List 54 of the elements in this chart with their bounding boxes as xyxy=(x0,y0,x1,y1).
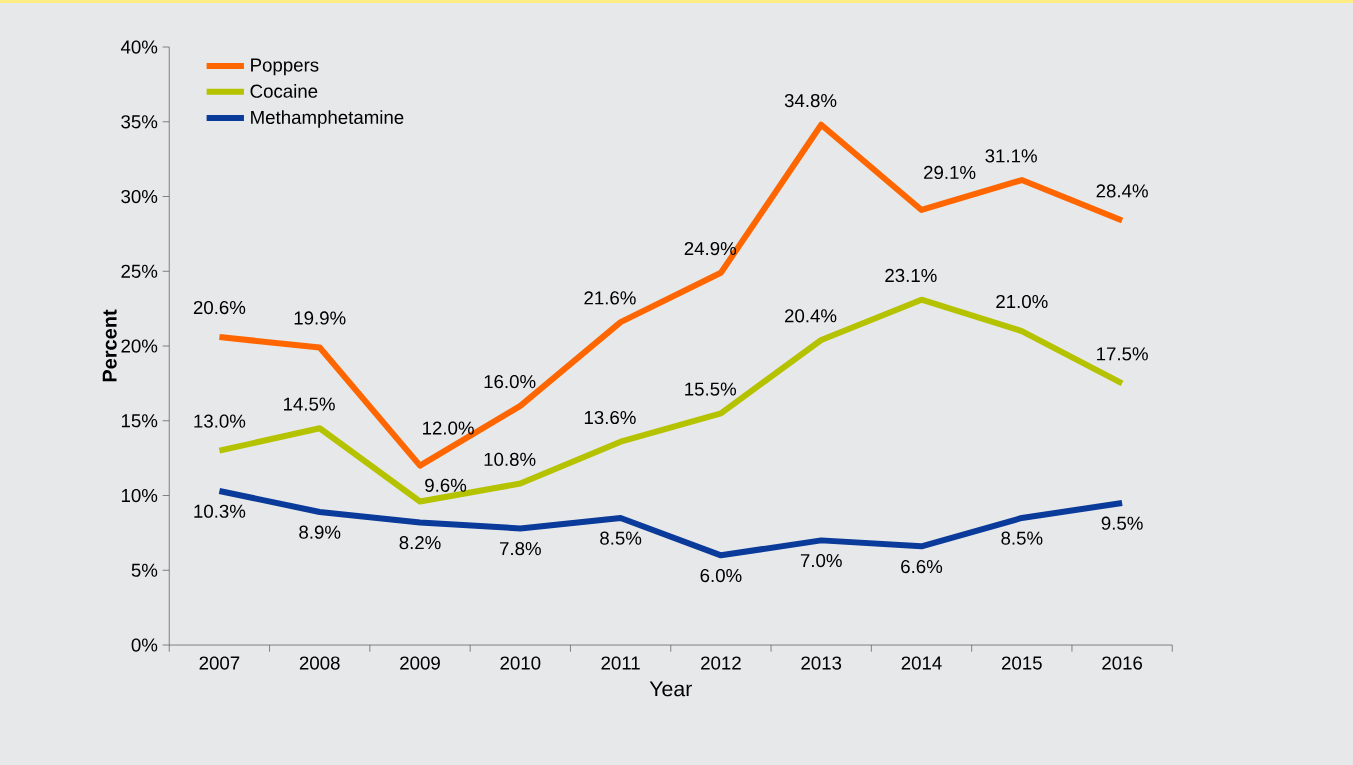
data-label: 8.9% xyxy=(299,525,341,539)
x-axis-title: Year xyxy=(649,681,692,697)
y-tick-label: 35% xyxy=(121,115,158,129)
x-tick-label: 2012 xyxy=(701,656,741,670)
x-tick-label: 2009 xyxy=(400,656,440,670)
data-label: 21.6% xyxy=(584,291,636,305)
data-label: 16.0% xyxy=(484,374,536,389)
data-label: 20.4% xyxy=(785,309,837,323)
x-tick-label: 2013 xyxy=(801,656,842,670)
data-label: 8.5% xyxy=(1001,531,1043,545)
data-label: 14.5% xyxy=(284,397,335,411)
y-tick-label: 40% xyxy=(120,40,158,54)
legend-label: Poppers xyxy=(251,58,319,76)
data-label: 8.2% xyxy=(399,536,441,550)
data-label: 28.4% xyxy=(1096,184,1148,198)
y-tick-label: 0% xyxy=(131,638,158,652)
x-tick-label: 2011 xyxy=(601,656,640,670)
data-label: 31.1% xyxy=(985,149,1037,163)
data-label: 12.0% xyxy=(423,421,474,435)
x-tick-label: 2007 xyxy=(199,656,240,670)
data-label: 10.3% xyxy=(194,504,246,518)
y-tick-label: 10% xyxy=(121,488,158,503)
data-label: 20.6% xyxy=(193,300,246,315)
y-tick-label: 20% xyxy=(121,339,158,353)
x-tick-label: 2015 xyxy=(1001,656,1042,670)
data-label: 15.5% xyxy=(685,382,737,396)
data-label: 7.8% xyxy=(500,542,541,556)
data-label: 10.8% xyxy=(484,452,536,466)
x-tick-label: 2008 xyxy=(299,656,340,670)
data-label: 6.6% xyxy=(901,559,943,574)
data-label: 13.0% xyxy=(194,414,246,428)
x-tick-label: 2014 xyxy=(901,656,942,670)
y-tick-label: 25% xyxy=(121,264,158,278)
y-tick-label: 5% xyxy=(131,563,158,577)
data-label: 19.9% xyxy=(294,311,346,325)
data-label: 21.0% xyxy=(996,294,1048,309)
data-label: 29.1% xyxy=(924,165,976,180)
data-label: 34.8% xyxy=(784,93,837,108)
legend-label: Methamphetamine xyxy=(251,110,404,128)
data-label: 6.0% xyxy=(700,568,742,583)
data-label: 13.6% xyxy=(584,410,636,425)
x-tick-label: 2010 xyxy=(500,656,541,670)
y-tick-label: 15% xyxy=(121,414,158,428)
x-tick-label: 2016 xyxy=(1102,656,1143,670)
data-label: 17.5% xyxy=(1097,347,1148,361)
y-tick-label: 30% xyxy=(121,189,158,204)
data-label: 8.5% xyxy=(600,531,642,545)
data-label: 24.9% xyxy=(684,241,737,256)
data-label: 7.0% xyxy=(800,553,842,568)
y-axis-title: Percent xyxy=(102,309,117,382)
data-label: 23.1% xyxy=(885,268,937,283)
legend-label: Cocaine xyxy=(250,84,318,98)
data-label: 9.5% xyxy=(1101,516,1143,530)
data-label: 9.6% xyxy=(425,478,467,492)
